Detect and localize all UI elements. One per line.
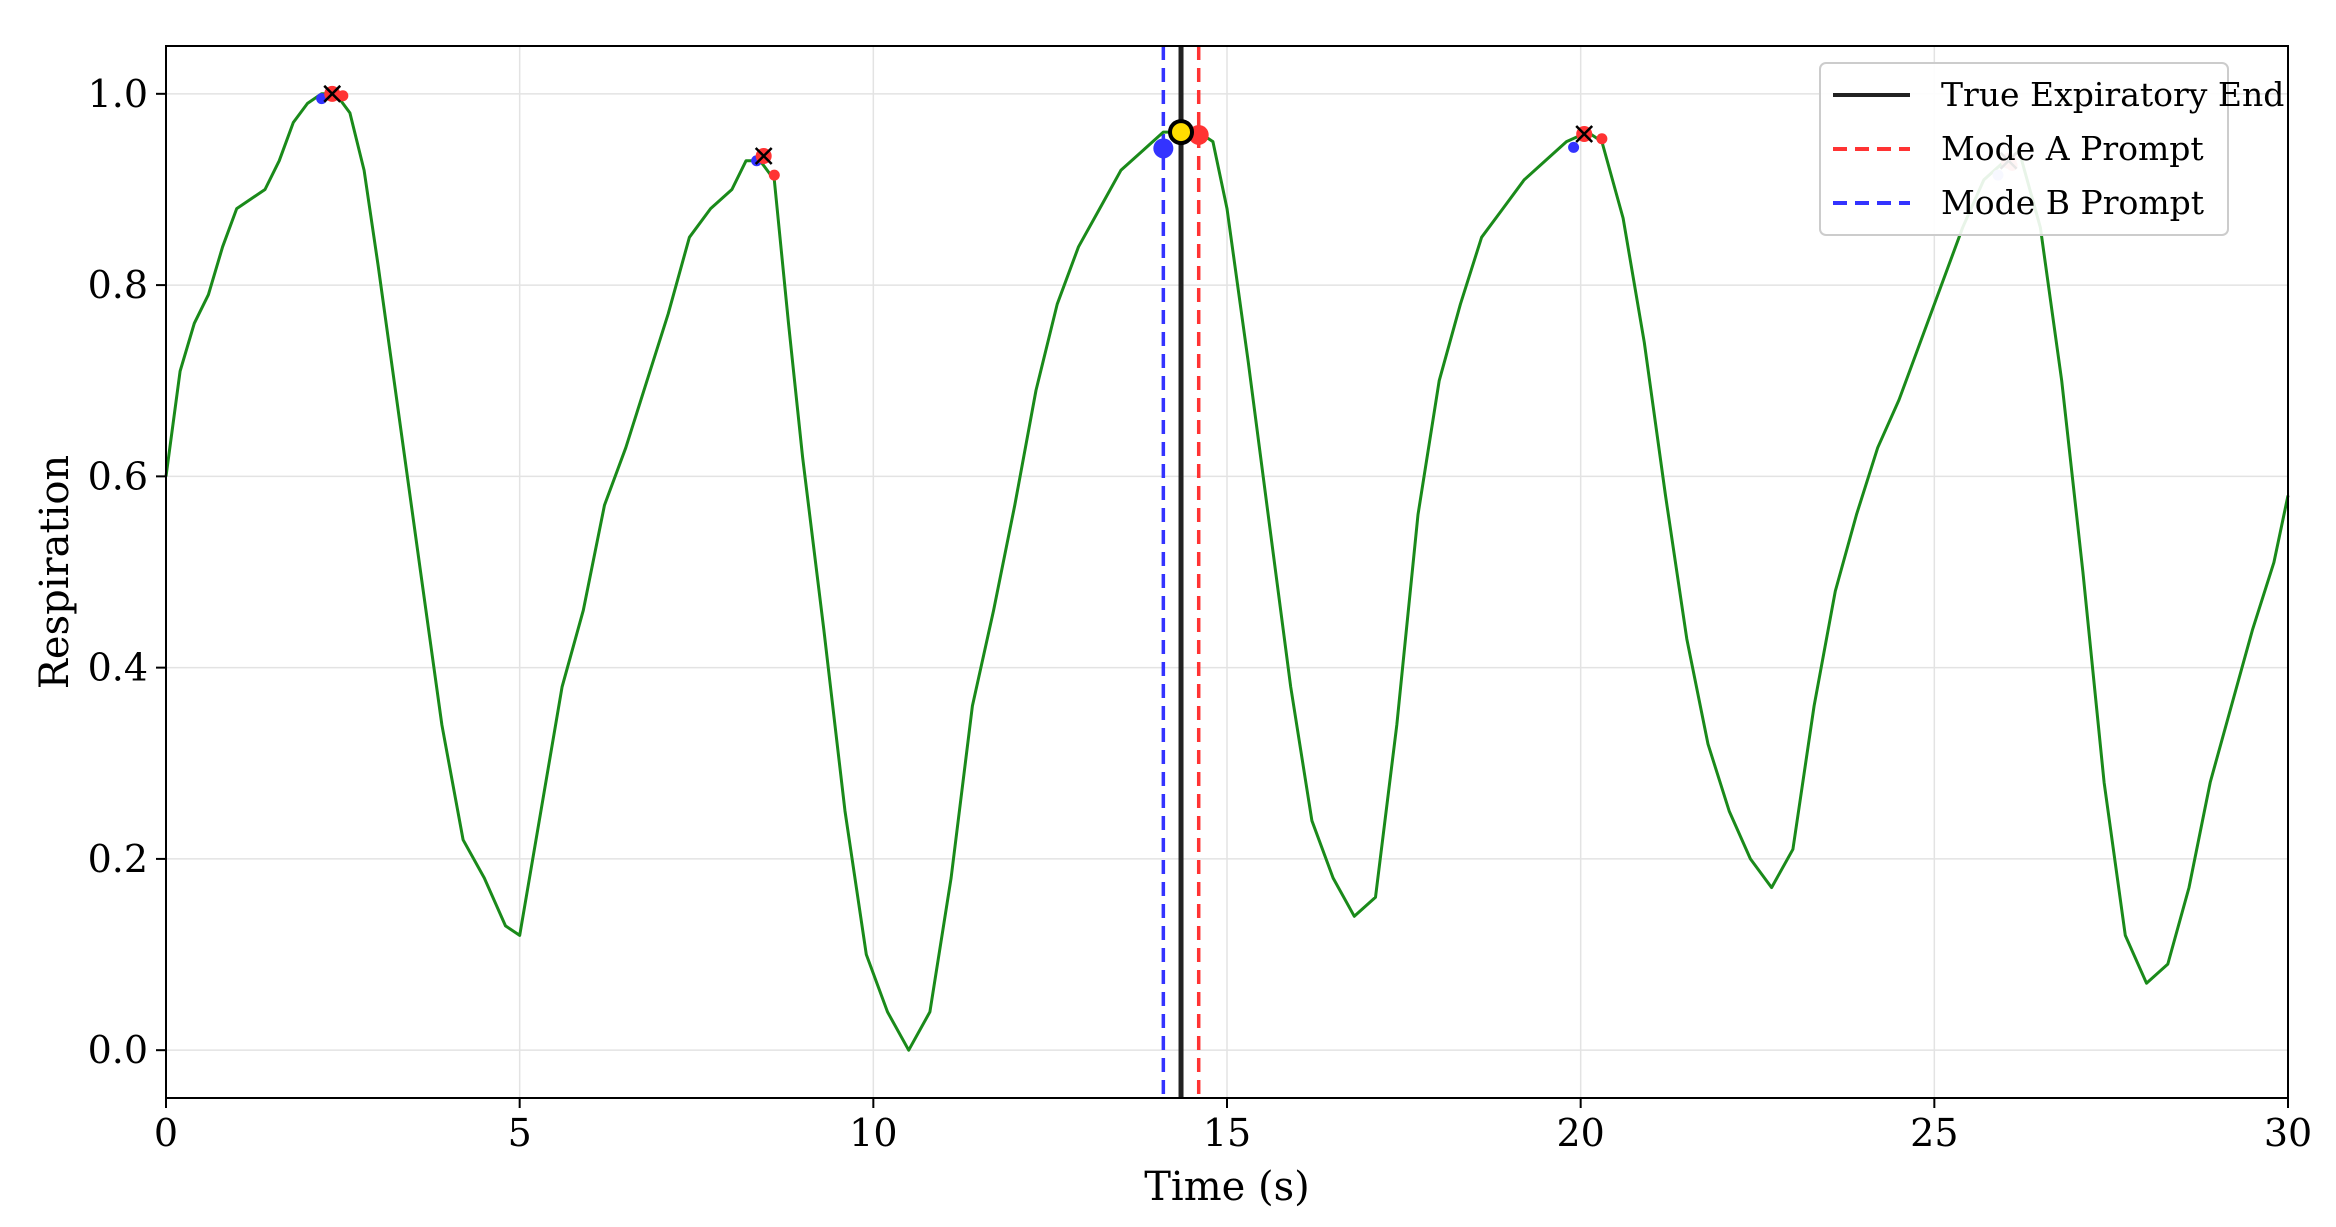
marker-cross — [754, 147, 773, 165]
marker-cross — [1575, 125, 1594, 143]
x-tick-label: 30 — [2264, 1111, 2312, 1155]
legend-box — [1819, 62, 2229, 236]
y-axis-label: Respiration — [32, 455, 78, 689]
marker-yellow — [1168, 119, 1195, 146]
x-tick-label: 20 — [1556, 1111, 1604, 1155]
legend-label-mode-a: Mode A Prompt — [1941, 129, 2204, 168]
marker-red — [768, 169, 780, 181]
y-tick-label: 0.2 — [88, 837, 148, 881]
y-tick-label: 0.6 — [88, 454, 148, 498]
x-tick-label: 25 — [1910, 1111, 1958, 1155]
legend-label-true-end: True Expiratory End — [1941, 75, 2284, 114]
prompt-lines — [1161, 46, 1201, 1098]
x-tick-label: 5 — [508, 1111, 532, 1155]
axis-ticks: 0 5 10 15 20 25 30 0.0 0.2 0.4 0.6 0.8 1.0 — [88, 72, 2313, 1155]
y-tick-label: 1.0 — [88, 72, 148, 116]
marker-blue — [1153, 138, 1174, 159]
x-tick-label: 0 — [154, 1111, 178, 1155]
y-tick-label: 0.8 — [88, 263, 148, 307]
x-tick-label: 15 — [1203, 1111, 1251, 1155]
y-tick-label: 0.4 — [88, 646, 148, 690]
x-tick-label: 10 — [849, 1111, 897, 1155]
legend: True Expiratory End Mode A Prompt Mode B… — [1819, 62, 2284, 236]
marker-red — [1596, 133, 1608, 145]
marker-blue — [1568, 141, 1580, 153]
x-axis-label: Time (s) — [1144, 1164, 1310, 1210]
marker-cross — [323, 84, 342, 103]
y-tick-label: 0.0 — [88, 1028, 148, 1072]
legend-label-mode-b: Mode B Prompt — [1941, 183, 2204, 222]
